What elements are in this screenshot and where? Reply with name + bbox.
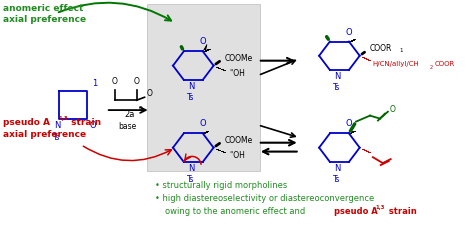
- Text: Ts: Ts: [333, 175, 341, 184]
- Text: O: O: [200, 38, 206, 46]
- Text: 1,3: 1,3: [58, 116, 68, 121]
- Text: • structurally rigid morpholines: • structurally rigid morpholines: [155, 181, 288, 190]
- Text: axial preference: axial preference: [3, 15, 86, 24]
- Text: O: O: [200, 119, 206, 128]
- Text: 2: 2: [429, 64, 433, 70]
- Text: O: O: [390, 105, 396, 114]
- Text: H/CN/allyl/CH: H/CN/allyl/CH: [373, 61, 419, 67]
- Text: COOR: COOR: [435, 61, 455, 67]
- Text: owing to the anomeric effect and: owing to the anomeric effect and: [165, 207, 308, 216]
- FancyBboxPatch shape: [146, 4, 260, 171]
- Text: anomeric effect: anomeric effect: [3, 4, 84, 13]
- Text: ''OH: ''OH: [229, 152, 245, 160]
- Text: N: N: [188, 164, 194, 173]
- Text: O: O: [138, 106, 142, 111]
- Text: • high diastereoselectivity or diastereoconvergence: • high diastereoselectivity or diastereo…: [155, 194, 375, 203]
- Text: base: base: [118, 122, 137, 131]
- Text: O: O: [90, 121, 96, 130]
- Text: O: O: [346, 28, 352, 37]
- Text: strain: strain: [68, 118, 101, 127]
- Text: axial preference: axial preference: [3, 130, 86, 139]
- Text: Ts: Ts: [187, 175, 194, 184]
- Text: Ts: Ts: [54, 133, 61, 142]
- Text: Ts: Ts: [333, 83, 341, 92]
- Text: 1: 1: [399, 48, 402, 53]
- Text: O: O: [112, 77, 118, 86]
- Text: COOMe: COOMe: [224, 54, 253, 63]
- Text: N: N: [334, 72, 340, 81]
- Text: O: O: [346, 119, 352, 128]
- Text: O: O: [134, 77, 139, 86]
- Text: N: N: [54, 121, 60, 130]
- Text: ''OH: ''OH: [229, 69, 245, 78]
- Text: COOR: COOR: [369, 44, 392, 53]
- Text: Ts: Ts: [187, 93, 194, 102]
- Text: pseudo A: pseudo A: [335, 207, 378, 216]
- Text: COOMe: COOMe: [224, 136, 253, 145]
- Text: strain: strain: [386, 207, 417, 216]
- Text: 2a: 2a: [125, 110, 135, 119]
- Text: pseudo A: pseudo A: [3, 118, 50, 127]
- Text: O: O: [146, 89, 153, 98]
- Text: 1: 1: [92, 79, 97, 88]
- Text: N: N: [334, 164, 340, 173]
- Text: 1,3: 1,3: [375, 205, 384, 210]
- Text: N: N: [188, 82, 194, 91]
